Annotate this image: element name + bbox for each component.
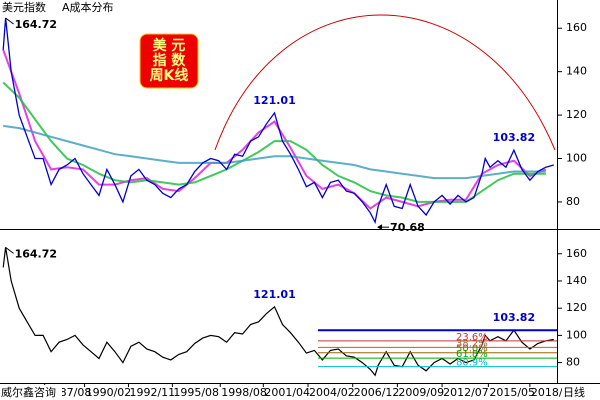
y-tick-label: 100 [566,328,587,341]
y-tick-label: 100 [566,152,587,165]
x-tick-label: 1992/11 [129,386,175,399]
annotation: 70.68 [390,221,425,234]
chart-title: 美元指数 [2,0,46,14]
y-tick-label: 160 [566,247,587,260]
level-label: 80.9% [456,358,488,369]
level-label: 50.0% [456,344,488,355]
annotation: 103.82 [493,311,535,324]
box-label: 指 数 [153,52,187,69]
annotation: 121.01 [253,288,295,301]
label-box [139,33,199,89]
moving-average [2,49,547,210]
source: 威尔鑫咨询 [1,385,56,399]
annotation: 164.72 [15,18,57,31]
x-tick-label: 2001/04 [264,386,310,399]
annotation-leader [5,246,14,254]
y-tick-label: 140 [566,274,587,287]
y-tick-label: 140 [566,65,587,78]
level-label: 38.2% [456,338,488,349]
x-tick-label: 1995/08 [173,386,219,399]
x-tick-label: 2009/09 [398,386,444,399]
x-tick-label: 2012/07 [443,386,489,399]
moving-averages [2,49,547,210]
x-tick-label: 1990/02 [86,386,132,399]
price-line [2,17,554,225]
box-label: 周K线 [150,67,189,84]
moving-average [3,124,546,180]
y-tick-label: 80 [566,195,580,208]
x-tick-label: 2004/02 [309,386,355,399]
annotation: 103.82 [493,131,535,144]
y-tick-label: 120 [566,108,587,121]
y-tick-label: 80 [566,356,580,369]
x-tick-label: 2006/12 [354,386,400,399]
annotation-leader [5,17,14,25]
chart-subtitle: A成本分布 [62,0,114,14]
y-tick-label: 160 [566,21,587,34]
level-label: 23.6% [456,332,488,343]
box-label: 美 元 [153,37,186,54]
period: 日线 [563,385,585,399]
period-bg [562,385,600,400]
y-tick-label: 120 [566,301,587,314]
annotation: 164.72 [15,247,57,260]
moving-average [2,81,546,203]
source-bg [0,385,62,400]
price-line-lower [2,247,554,377]
x-tick-label: 2015/05 [489,386,535,399]
cycle-arc [214,14,556,151]
plot: 80 100 120 140 160 80 100 120 140 160 23.6%38.2%50… [2,17,587,377]
annotation-arrowhead [377,224,383,231]
level-label: 61.8% [456,349,488,360]
x-tick-label: 1998/08 [221,386,267,399]
annotation: 121.01 [253,94,295,107]
